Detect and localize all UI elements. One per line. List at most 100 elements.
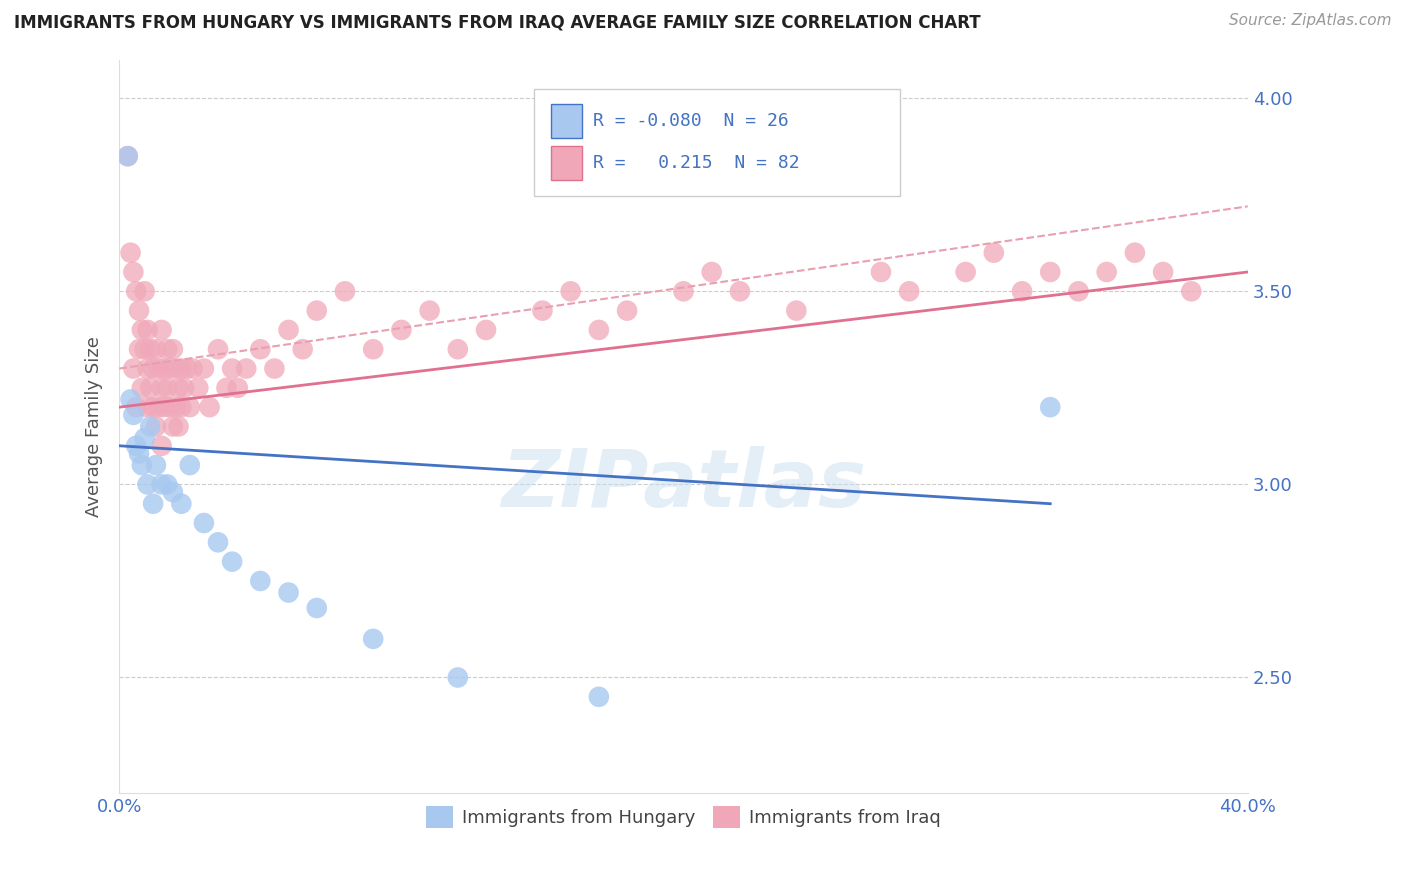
Point	[117, 149, 139, 163]
Point	[150, 381, 173, 395]
Point	[785, 303, 807, 318]
Point	[142, 361, 165, 376]
Point	[389, 323, 412, 337]
Point	[263, 361, 285, 376]
Point	[128, 343, 150, 357]
Point	[156, 343, 179, 357]
Point	[134, 343, 156, 357]
Point	[215, 381, 238, 395]
Point	[193, 516, 215, 530]
Point	[145, 343, 167, 357]
Point	[226, 381, 249, 395]
Point	[131, 381, 153, 395]
Point	[134, 431, 156, 445]
Point	[361, 343, 384, 357]
Point	[305, 303, 328, 318]
Point	[419, 303, 441, 318]
Point	[333, 285, 356, 299]
Point	[122, 361, 145, 376]
Point	[672, 285, 695, 299]
Point	[870, 265, 893, 279]
Point	[142, 400, 165, 414]
Point	[122, 265, 145, 279]
Point	[249, 574, 271, 588]
Point	[179, 458, 201, 472]
Point	[179, 400, 201, 414]
Point	[165, 400, 187, 414]
Y-axis label: Average Family Size: Average Family Size	[86, 336, 103, 516]
Point	[1152, 265, 1174, 279]
Point	[955, 265, 977, 279]
Point	[207, 343, 229, 357]
Point	[588, 690, 610, 704]
Point	[1039, 265, 1062, 279]
Point	[531, 303, 554, 318]
Point	[156, 477, 179, 491]
Point	[145, 458, 167, 472]
Point	[162, 419, 184, 434]
Point	[125, 439, 148, 453]
Point	[187, 381, 209, 395]
Point	[139, 343, 162, 357]
Point	[162, 343, 184, 357]
Point	[125, 285, 148, 299]
Point	[156, 381, 179, 395]
Point	[165, 361, 187, 376]
Point	[277, 323, 299, 337]
Text: ZIPatlas: ZIPatlas	[501, 446, 866, 524]
Point	[1123, 245, 1146, 260]
Point	[235, 361, 257, 376]
Point	[170, 361, 193, 376]
Point	[1067, 285, 1090, 299]
Point	[983, 245, 1005, 260]
Point	[447, 343, 470, 357]
Point	[1095, 265, 1118, 279]
Point	[167, 419, 190, 434]
Point	[167, 381, 190, 395]
Point	[361, 632, 384, 646]
Point	[142, 497, 165, 511]
Point	[291, 343, 314, 357]
Text: R =   0.215  N = 82: R = 0.215 N = 82	[593, 154, 800, 172]
Point	[1180, 285, 1202, 299]
Point	[150, 439, 173, 453]
Point	[131, 323, 153, 337]
Point	[305, 601, 328, 615]
Point	[145, 419, 167, 434]
Point	[136, 400, 159, 414]
Point	[700, 265, 723, 279]
Point	[207, 535, 229, 549]
Point	[475, 323, 498, 337]
Point	[117, 149, 139, 163]
Text: R = -0.080  N = 26: R = -0.080 N = 26	[593, 112, 789, 130]
Point	[120, 392, 142, 407]
Point	[136, 361, 159, 376]
Point	[136, 477, 159, 491]
Point	[134, 285, 156, 299]
Text: IMMIGRANTS FROM HUNGARY VS IMMIGRANTS FROM IRAQ AVERAGE FAMILY SIZE CORRELATION : IMMIGRANTS FROM HUNGARY VS IMMIGRANTS FR…	[14, 13, 981, 31]
Point	[277, 585, 299, 599]
Point	[136, 323, 159, 337]
Point	[170, 497, 193, 511]
Point	[198, 400, 221, 414]
Point	[162, 485, 184, 500]
Point	[153, 361, 176, 376]
Point	[150, 323, 173, 337]
Point	[1011, 285, 1033, 299]
Point	[249, 343, 271, 357]
Point	[588, 323, 610, 337]
Point	[128, 303, 150, 318]
Point	[616, 303, 638, 318]
Point	[1039, 400, 1062, 414]
Point	[148, 400, 170, 414]
Point	[120, 245, 142, 260]
Point	[148, 361, 170, 376]
Point	[176, 361, 198, 376]
Point	[221, 361, 243, 376]
Point	[139, 381, 162, 395]
Point	[159, 361, 181, 376]
Point	[560, 285, 582, 299]
Point	[150, 477, 173, 491]
Point	[139, 419, 162, 434]
Point	[131, 458, 153, 472]
